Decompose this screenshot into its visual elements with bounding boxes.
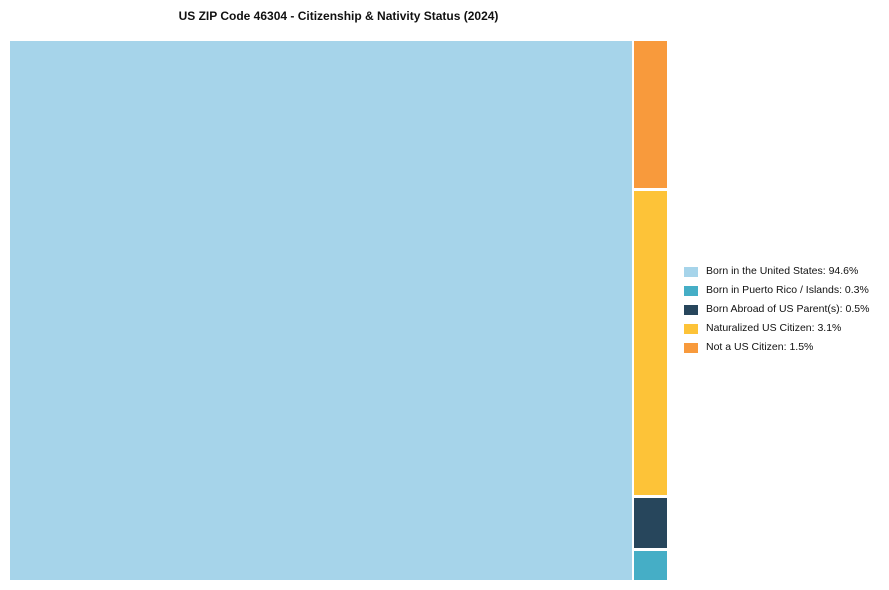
legend-item-born-abroad-of-us-parent-s: Born Abroad of US Parent(s): 0.5% bbox=[684, 304, 869, 315]
legend-swatch-naturalized-us-citizen bbox=[684, 323, 698, 334]
treemap-segment-naturalized-us-citizen bbox=[633, 191, 667, 496]
legend-swatch-not-a-us-citizen bbox=[684, 342, 698, 353]
legend-item-born-in-puerto-rico-islands: Born in Puerto Rico / Islands: 0.3% bbox=[684, 285, 869, 296]
treemap-segment-born-abroad-of-us-parent-s bbox=[633, 498, 667, 548]
treemap-segment-not-a-us-citizen bbox=[633, 41, 667, 189]
legend-label-born-in-the-united-states: Born in the United States: 94.6% bbox=[706, 265, 859, 277]
legend-label-born-abroad-of-us-parent-s: Born Abroad of US Parent(s): 0.5% bbox=[706, 303, 870, 315]
legend-swatch-born-in-puerto-rico-islands bbox=[684, 285, 698, 296]
treemap-minor-column bbox=[633, 41, 667, 580]
legend-swatch-born-abroad-of-us-parent-s bbox=[684, 304, 698, 315]
legend-item-naturalized-us-citizen: Naturalized US Citizen: 3.1% bbox=[684, 323, 869, 334]
legend-item-born-in-the-united-states: Born in the United States: 94.6% bbox=[684, 266, 869, 277]
treemap-segment-born-in-puerto-rico-islands bbox=[633, 550, 667, 580]
legend-label-not-a-us-citizen: Not a US Citizen: 1.5% bbox=[706, 341, 814, 353]
treemap-segment-born-in-the-united-states bbox=[10, 41, 632, 580]
legend: Born in the United States: 94.6% Born in … bbox=[684, 266, 869, 353]
legend-swatch-born-in-the-united-states bbox=[684, 266, 698, 277]
chart-title: US ZIP Code 46304 - Citizenship & Nativi… bbox=[178, 9, 499, 23]
legend-label-born-in-puerto-rico-islands: Born in Puerto Rico / Islands: 0.3% bbox=[706, 284, 869, 296]
legend-item-not-a-us-citizen: Not a US Citizen: 1.5% bbox=[684, 342, 869, 353]
legend-label-naturalized-us-citizen: Naturalized US Citizen: 3.1% bbox=[706, 322, 842, 334]
treemap bbox=[10, 41, 667, 580]
